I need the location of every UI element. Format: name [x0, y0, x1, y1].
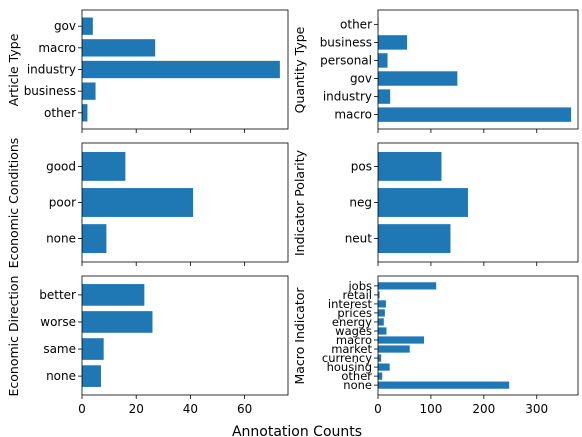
bar-industry: [82, 60, 280, 79]
y-tick-label-other: other: [44, 106, 76, 120]
y-tick-label-good: good: [46, 159, 76, 173]
bar-worse: [82, 311, 153, 333]
y-tick-label-business: business: [320, 35, 372, 49]
figure-xlabel: Annotation Counts: [232, 424, 362, 437]
y-axis-label: Macro Indicator: [292, 287, 307, 385]
y-tick-label-same: same: [43, 342, 76, 356]
y-axis-label: Economic Conditions: [6, 138, 21, 269]
y-tick-label-currency: currency: [322, 351, 372, 365]
bar-good: [82, 151, 126, 181]
y-tick-label-market: market: [331, 342, 372, 356]
bar-market: [378, 345, 410, 353]
bar-macro: [378, 336, 425, 344]
bar-business: [82, 82, 96, 100]
bar-personal: [378, 53, 388, 68]
y-axis-label: Economic Direction: [6, 276, 21, 397]
y-tick-label-none: none: [343, 378, 372, 392]
subplot-1: gov macro industry business other Article Typ…: [6, 9, 289, 133]
x-tick-label-200: 200: [472, 402, 495, 416]
bar-neut: [378, 224, 451, 254]
bar-pos: [378, 151, 442, 181]
y-tick-label-retail: retail: [343, 288, 373, 302]
y-tick-label-worse: worse: [40, 315, 76, 329]
y-tick-label-energy: energy: [332, 315, 372, 329]
axes-frame: [81, 142, 289, 263]
y-tick-label-industry: industry: [323, 90, 372, 104]
subplot-2: other business personal gov industry macro Qua…: [292, 9, 579, 133]
x-tick-label-0: 0: [374, 402, 382, 416]
y-tick-label-none: none: [46, 232, 76, 246]
bar-energy: [378, 318, 384, 326]
bar-jobs: [378, 282, 437, 290]
x-tick-label-60: 60: [237, 402, 252, 416]
x-tick-label-0: 0: [78, 402, 86, 416]
bar-neg: [378, 188, 468, 217]
bar-interest: [378, 300, 386, 308]
x-tick-label-300: 300: [525, 402, 548, 416]
axes-frame: [377, 275, 579, 396]
y-tick-label-business: business: [24, 84, 76, 98]
subplot-4: pos neg neut Indicator Polarity: [292, 142, 579, 266]
subplot-5: better worse same none 0 20 40 60 Economic Direc…: [6, 275, 289, 416]
axes-frame: [377, 9, 579, 130]
y-tick-label-industry: industry: [27, 63, 76, 77]
axes-frame: [81, 9, 289, 130]
bar-gov: [82, 17, 93, 35]
x-tick-label-100: 100: [419, 402, 442, 416]
y-tick-label-prices: prices: [337, 306, 372, 320]
y-tick-label-pos: pos: [351, 159, 372, 173]
subplot-3: good poor none Economic Conditions: [6, 138, 289, 269]
bar-currency: [378, 354, 382, 362]
axes-frame: [377, 142, 579, 263]
y-tick-label-none: none: [46, 369, 76, 383]
bar-none: [82, 224, 107, 254]
bar-retail: [378, 291, 380, 299]
bar-gov: [378, 71, 458, 86]
y-tick-label-gov: gov: [350, 72, 372, 86]
bar-none: [378, 381, 510, 389]
y-tick-label-personal: personal: [320, 53, 372, 67]
y-tick-label-neg: neg: [349, 196, 372, 210]
bar-industry: [378, 89, 391, 104]
y-tick-label-other: other: [341, 369, 372, 383]
y-tick-label-gov: gov: [54, 19, 76, 33]
bar-none: [82, 365, 101, 387]
bar-housing: [378, 363, 390, 371]
y-axis-label: Indicator Polarity: [292, 149, 307, 256]
y-tick-label-other: other: [340, 17, 372, 31]
y-tick-label-poor: poor: [49, 196, 76, 210]
x-tick-label-20: 20: [129, 402, 144, 416]
bar-poor: [82, 188, 194, 217]
y-tick-label-better: better: [39, 288, 76, 302]
bar-prices: [378, 309, 385, 317]
y-tick-label-jobs: jobs: [347, 279, 372, 293]
y-tick-label-neut: neut: [345, 232, 373, 246]
y-tick-label-housing: housing: [327, 360, 372, 374]
y-axis-label: Quantity Type: [292, 26, 307, 113]
panels-group: gov macro industry business other Article Typ…: [6, 9, 579, 416]
bar-same: [82, 338, 104, 360]
bar-other: [82, 104, 88, 122]
bar-business: [378, 35, 408, 50]
y-tick-label-macro: macro: [38, 41, 76, 55]
y-tick-label-interest: interest: [328, 297, 373, 311]
y-axis-label: Article Type: [6, 33, 21, 106]
y-tick-label-wages: wages: [335, 324, 372, 338]
axes-frame: [81, 275, 289, 396]
subplot-6: jobsretailinterestpricesenergywagesmacro…: [292, 275, 579, 416]
bar-macro: [82, 39, 156, 57]
bar-macro: [378, 107, 572, 122]
y-tick-label-macro: macro: [334, 108, 372, 122]
y-tick-label-macro: macro: [336, 333, 372, 347]
bar-better: [82, 284, 145, 306]
bar-other: [378, 372, 383, 380]
bar-wages: [378, 327, 387, 335]
x-tick-label-40: 40: [183, 402, 198, 416]
